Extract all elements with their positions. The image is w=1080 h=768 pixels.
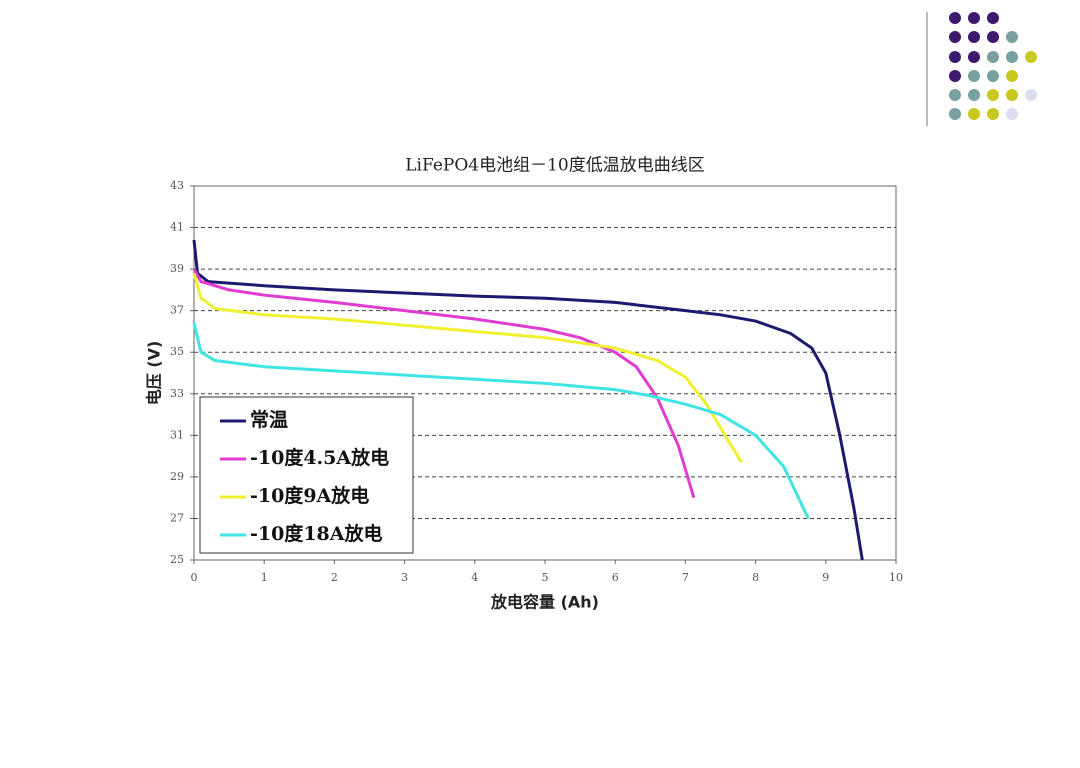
x-tick-label: 1: [261, 571, 268, 584]
y-tick-label: 33: [170, 387, 184, 400]
y-tick-label: 27: [170, 511, 184, 524]
y-tick-label: 29: [170, 470, 184, 483]
y-axis-label: 电压 (V): [145, 341, 164, 406]
y-tick-label: 37: [170, 304, 184, 317]
legend-label: -10度9A放电: [250, 484, 369, 507]
x-axis-label: 放电容量 (Ah): [490, 593, 599, 612]
data-line: [192, 239, 864, 561]
data-line: [192, 268, 696, 499]
y-tick-label: 43: [170, 179, 184, 192]
x-tick-label: 7: [682, 571, 689, 584]
x-tick-label: 8: [752, 571, 759, 584]
y-tick-label: 35: [170, 345, 184, 358]
x-tick-label: 10: [889, 571, 903, 584]
chart-title: LiFePO4电池组－10度低温放电曲线区: [405, 156, 704, 176]
legend: [199, 396, 414, 554]
legend-label: -10度18A放电: [250, 522, 383, 545]
y-tick-label: 25: [170, 553, 184, 566]
decoration: [926, 12, 1037, 126]
x-tick-label: 5: [542, 571, 549, 584]
legend-label: 常温: [250, 408, 288, 431]
x-tick-label: 0: [191, 571, 198, 584]
x-tick-label: 6: [612, 571, 619, 584]
y-tick-label: 41: [170, 221, 184, 234]
x-tick-label: 4: [471, 571, 478, 584]
x-tick-label: 3: [401, 571, 408, 584]
x-tick-label: 9: [822, 571, 829, 584]
y-tick-label: 31: [170, 428, 184, 441]
x-tick-label: 2: [331, 571, 338, 584]
data-line: [192, 272, 743, 464]
data-line: [192, 322, 810, 520]
legend-label: -10度4.5A放电: [250, 446, 389, 469]
y-tick-label: 39: [170, 262, 184, 275]
